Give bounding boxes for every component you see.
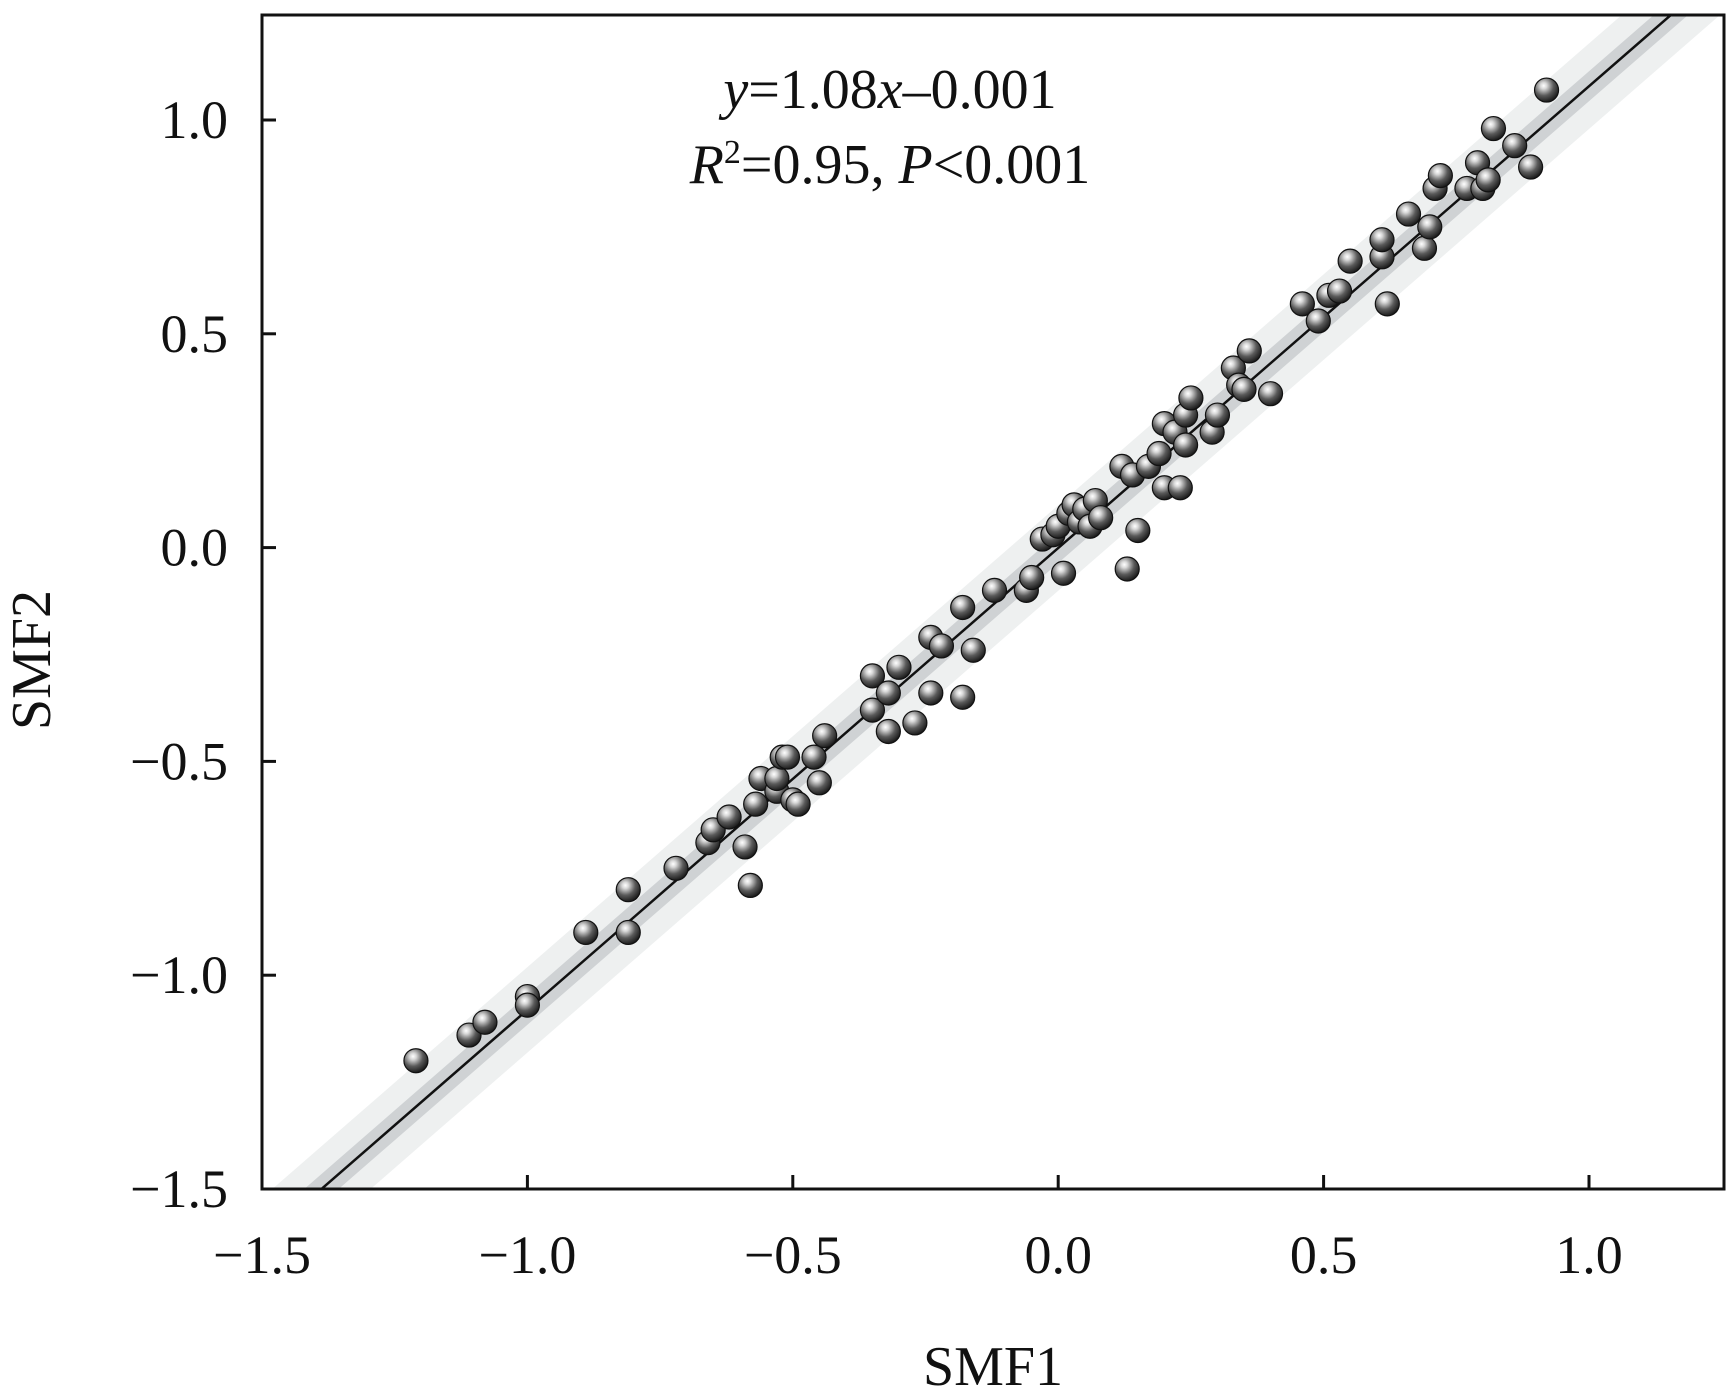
x-tick-label: 0.5 bbox=[1290, 1225, 1358, 1285]
x-axis-title: SMF1 bbox=[923, 1336, 1063, 1395]
data-point bbox=[801, 744, 827, 770]
data-point bbox=[764, 765, 790, 792]
data-point bbox=[1475, 167, 1501, 193]
x-tick-label: 1.0 bbox=[1555, 1225, 1623, 1285]
data-point bbox=[1480, 115, 1507, 142]
y-tick-label: 1.0 bbox=[161, 90, 229, 150]
data-point bbox=[663, 855, 689, 881]
confidence-band-outer bbox=[272, 15, 1721, 1189]
y-axis-ticks: −1.5 −1.0 −0.5 0.0 0.5 1.0 bbox=[130, 90, 276, 1219]
stat-r-var: R bbox=[689, 134, 724, 196]
data-point bbox=[1178, 385, 1204, 411]
data-point bbox=[1374, 291, 1400, 317]
data-point bbox=[928, 633, 955, 659]
svg-text:y=1.08x–0.001: y=1.08x–0.001 bbox=[718, 59, 1056, 121]
data-point bbox=[716, 804, 742, 830]
plot-frame bbox=[260, 13, 1726, 1191]
data-point bbox=[615, 877, 641, 903]
data-point bbox=[472, 1009, 498, 1035]
fit-equation: y=1.08x–0.001 R2=0.95, P<0.001 bbox=[689, 59, 1091, 196]
data-point bbox=[573, 919, 599, 946]
data-point bbox=[1167, 475, 1193, 501]
data-point bbox=[403, 1048, 429, 1074]
data-point bbox=[1369, 227, 1395, 253]
data-point bbox=[1050, 560, 1077, 586]
y-tick-label: −1.5 bbox=[130, 1159, 228, 1219]
y-tick-label: 0.0 bbox=[161, 518, 229, 578]
data-point bbox=[812, 723, 838, 749]
stat-p-var: P bbox=[898, 134, 933, 196]
data-point bbox=[1146, 440, 1172, 467]
data-point bbox=[514, 992, 541, 1018]
data-point bbox=[1533, 77, 1560, 103]
eq-slope: =1.08 bbox=[748, 59, 878, 121]
data-point bbox=[981, 577, 1008, 603]
data-point bbox=[1231, 376, 1257, 402]
data-point bbox=[875, 680, 901, 706]
plot-area bbox=[272, 15, 1721, 1189]
x-tick-label: −1.0 bbox=[478, 1225, 576, 1285]
data-point bbox=[1114, 556, 1140, 582]
data-point bbox=[1395, 201, 1422, 227]
data-point bbox=[1427, 162, 1453, 189]
data-points bbox=[403, 77, 1560, 1074]
svg-text:R2=0.95, P<0.001: R2=0.95, P<0.001 bbox=[689, 134, 1091, 196]
data-point bbox=[1326, 278, 1353, 304]
data-point bbox=[1417, 214, 1443, 240]
data-point bbox=[1411, 235, 1438, 261]
data-point bbox=[1305, 308, 1331, 334]
x-axis-ticks: −1.5 −1.0 −0.5 0.0 0.5 1.0 bbox=[213, 1175, 1623, 1285]
data-point bbox=[1204, 402, 1231, 428]
data-point bbox=[875, 718, 901, 745]
eq-intercept: –0.001 bbox=[902, 59, 1057, 121]
data-point bbox=[615, 919, 641, 946]
data-point bbox=[737, 872, 763, 899]
y-tick-label: −0.5 bbox=[130, 731, 228, 791]
y-tick-label: 0.5 bbox=[161, 304, 229, 364]
data-point bbox=[1337, 248, 1363, 274]
data-point bbox=[785, 791, 811, 817]
data-point bbox=[950, 684, 976, 710]
data-point bbox=[1172, 432, 1199, 458]
data-point bbox=[859, 663, 886, 689]
data-point bbox=[743, 791, 769, 817]
y-axis-title: SMF2 bbox=[1, 590, 63, 730]
data-point bbox=[1289, 291, 1315, 317]
eq-y-var: y bbox=[718, 59, 748, 121]
data-point bbox=[1502, 133, 1528, 159]
data-point bbox=[1257, 381, 1284, 407]
x-tick-label: 0.0 bbox=[1024, 1225, 1092, 1285]
data-point bbox=[886, 654, 912, 680]
data-point bbox=[859, 697, 886, 723]
stat-p-value: <0.001 bbox=[933, 134, 1091, 196]
data-point bbox=[1019, 564, 1045, 591]
x-tick-label: −1.5 bbox=[213, 1225, 311, 1285]
data-point bbox=[960, 637, 986, 663]
stat-r-value: =0.95, bbox=[741, 134, 899, 196]
stat-r-sup: 2 bbox=[724, 134, 741, 171]
data-point bbox=[902, 710, 928, 736]
data-point bbox=[918, 680, 944, 706]
eq-x-var: x bbox=[877, 59, 903, 121]
data-point bbox=[1236, 338, 1262, 364]
data-point bbox=[1125, 517, 1151, 544]
data-point bbox=[774, 744, 801, 770]
data-point bbox=[950, 594, 976, 621]
data-point bbox=[1518, 154, 1544, 180]
data-point bbox=[1088, 505, 1114, 531]
data-point bbox=[732, 834, 758, 860]
x-tick-label: −0.5 bbox=[744, 1225, 842, 1285]
y-tick-label: −1.0 bbox=[130, 945, 228, 1005]
data-point bbox=[806, 770, 832, 796]
